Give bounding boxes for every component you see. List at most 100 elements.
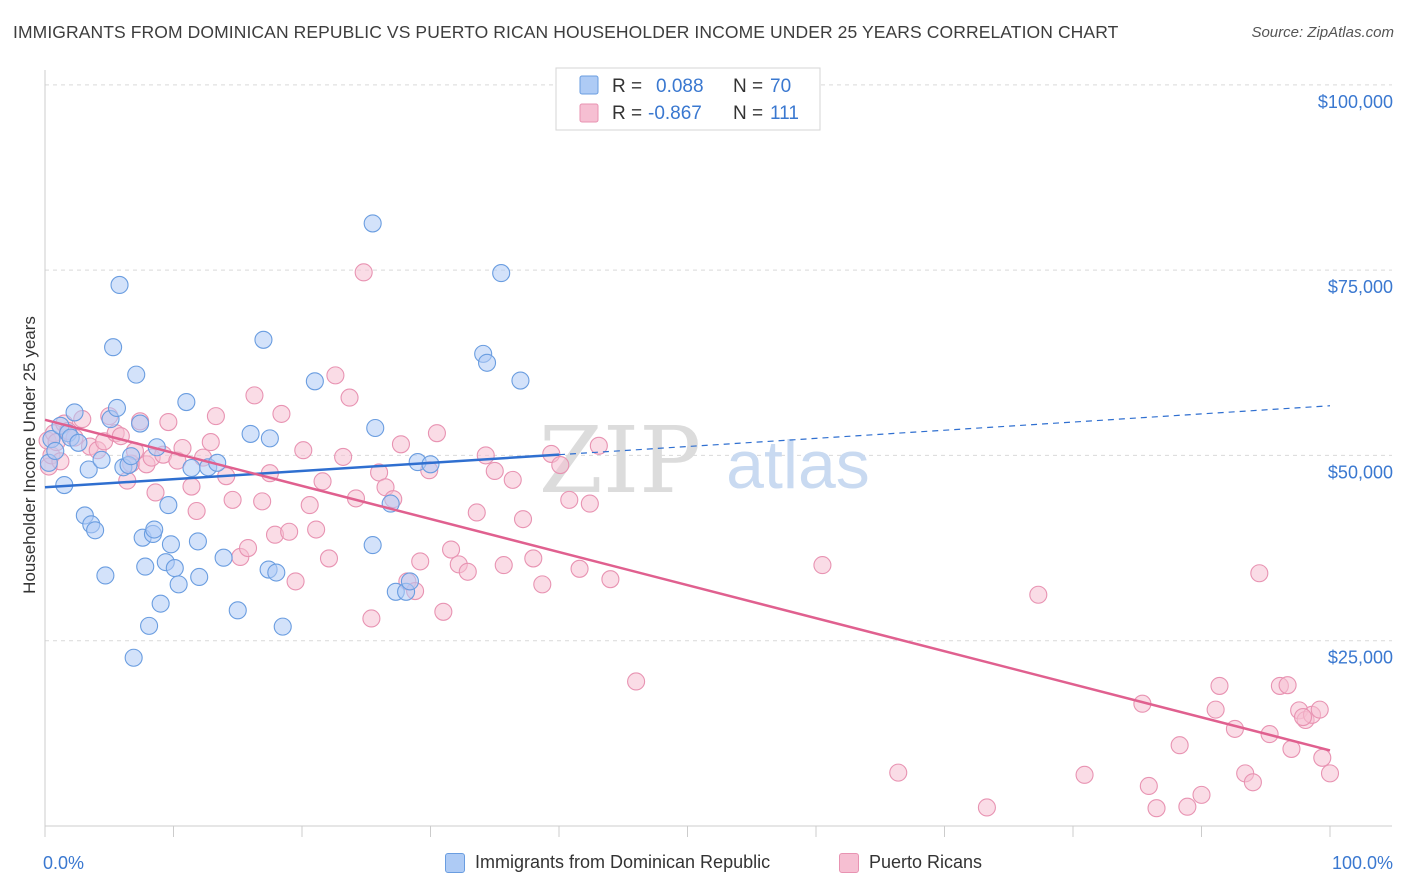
- legend-label-puerto-rican: Puerto Ricans: [869, 852, 983, 872]
- puerto-rican-point-60: [411, 552, 430, 571]
- trend-line-puerto-rican: [44, 418, 1331, 752]
- puerto-rican-point-107: [1310, 700, 1329, 719]
- legend-swatch-blue: [579, 75, 599, 95]
- puerto-rican-point-86: [1029, 585, 1048, 604]
- dominican-point-14: [96, 566, 115, 585]
- puerto-rican-point-35: [238, 539, 258, 558]
- dominican-point-33: [159, 496, 178, 515]
- dominican-point-27: [140, 616, 159, 635]
- puerto-rican-point-71: [503, 470, 522, 489]
- puerto-rican-point-27: [182, 477, 201, 496]
- puerto-rican-point-87: [1075, 765, 1094, 784]
- dominican-point-24: [131, 414, 150, 433]
- dominican-point-17: [107, 398, 127, 418]
- puerto-rican-point-46: [313, 472, 332, 491]
- dominican-point-34: [161, 535, 180, 554]
- watermark-atlas: atlas: [726, 427, 870, 503]
- puerto-rican-point-22: [146, 483, 165, 502]
- dominican-point-10: [79, 460, 98, 479]
- puerto-rican-point-45: [307, 520, 326, 539]
- puerto-rican-point-37: [253, 492, 272, 511]
- dominican-point-26: [136, 557, 155, 576]
- legend-n-label-blue: N =: [733, 76, 763, 97]
- puerto-rican-point-50: [340, 388, 359, 407]
- puerto-rican-point-95: [1210, 676, 1229, 695]
- puerto-rican-point-84: [889, 763, 908, 782]
- dominican-point-40: [190, 567, 209, 587]
- puerto-rican-point-91: [1170, 736, 1189, 755]
- y-tick-label-0: $25,000: [1328, 648, 1393, 668]
- trend-lines: [44, 405, 1331, 752]
- puerto-rican-point-110: [1293, 707, 1313, 727]
- puerto-rican-point-47: [319, 549, 339, 568]
- puerto-rican-point-53: [362, 609, 381, 628]
- puerto-rican-point-42: [286, 572, 305, 591]
- dominican-point-37: [177, 392, 196, 412]
- series-legend: Immigrants from Dominican Republic Puert…: [0, 852, 1406, 878]
- series-dominican-points: [39, 214, 530, 667]
- series-puerto-ricans-points: [38, 263, 1340, 818]
- dominican-point-51: [305, 372, 324, 391]
- x-tick-labels: 0.0% 100.0%: [43, 853, 1393, 873]
- dominican-point-29: [145, 520, 164, 539]
- legend-swatch-puerto-rican: [839, 852, 859, 873]
- puerto-rican-point-52: [354, 263, 373, 282]
- y-tick-label-3: $100,000: [1318, 92, 1393, 112]
- puerto-rican-point-30: [201, 433, 220, 452]
- puerto-rican-point-109: [1320, 764, 1340, 783]
- dominican-point-53: [366, 418, 385, 438]
- puerto-rican-point-62: [427, 424, 446, 443]
- puerto-rican-point-102: [1278, 676, 1297, 695]
- dominican-point-44: [228, 601, 247, 620]
- y-tick-label-1: $50,000: [1328, 462, 1393, 482]
- puerto-rican-point-81: [601, 570, 620, 589]
- dominican-point-16: [104, 338, 123, 357]
- puerto-rican-point-80: [589, 436, 608, 455]
- puerto-rican-point-68: [476, 446, 495, 465]
- source-credit: Source: ZipAtlas.com: [1251, 24, 1394, 41]
- puerto-rican-point-24: [159, 413, 178, 432]
- legend-swatch-dominican: [445, 852, 465, 873]
- y-tick-label-2: $75,000: [1328, 277, 1393, 297]
- dominican-point-49: [267, 563, 286, 582]
- puerto-rican-point-40: [272, 404, 291, 423]
- x-tick-label-start: 0.0%: [43, 853, 84, 873]
- puerto-rican-point-93: [1192, 785, 1211, 804]
- dominican-point-46: [254, 330, 273, 349]
- dominican-point-23: [127, 365, 146, 384]
- dominican-point-13: [92, 450, 111, 469]
- dominican-point-62: [477, 353, 497, 372]
- puerto-rican-point-96: [1225, 719, 1244, 738]
- puerto-rican-point-66: [458, 562, 477, 581]
- puerto-rican-point-69: [485, 461, 504, 481]
- legend-frame: [555, 67, 821, 131]
- puerto-rican-point-89: [1139, 776, 1158, 796]
- puerto-rican-point-82: [627, 672, 646, 691]
- puerto-rican-point-74: [533, 575, 552, 594]
- legend-r-label-pink: R =: [612, 103, 642, 124]
- correlation-legend: R = 0.088 N = 70 R = -0.867 N = 111: [555, 67, 821, 131]
- puerto-rican-point-36: [245, 386, 264, 405]
- puerto-rican-point-44: [300, 496, 319, 515]
- dominican-point-8: [69, 433, 88, 452]
- watermark: ZIP atlas: [539, 407, 870, 514]
- dominican-point-12: [86, 521, 105, 540]
- legend-n-label-pink: N =: [733, 103, 763, 124]
- puerto-rican-point-49: [334, 447, 353, 466]
- puerto-rican-point-41: [280, 522, 299, 541]
- puerto-rican-point-73: [524, 549, 543, 568]
- dominican-point-7: [65, 403, 84, 422]
- puerto-rican-point-33: [223, 490, 242, 509]
- dominican-point-63: [492, 264, 511, 283]
- legend-n-value-blue: 70: [770, 76, 791, 97]
- x-tick-label-end: 100.0%: [1332, 853, 1393, 873]
- puerto-rican-point-26: [173, 438, 192, 458]
- legend-r-label-blue: R =: [612, 76, 642, 97]
- dominican-point-50: [273, 617, 292, 636]
- y-tick-labels: $25,000 $50,000 $75,000 $100,000: [1318, 92, 1393, 668]
- legend-label-dominican: Immigrants from Dominican Republic: [475, 852, 771, 872]
- dominican-point-64: [511, 371, 530, 390]
- puerto-rican-point-108: [1313, 748, 1332, 767]
- puerto-rican-point-77: [560, 490, 579, 509]
- puerto-rican-point-92: [1178, 797, 1197, 816]
